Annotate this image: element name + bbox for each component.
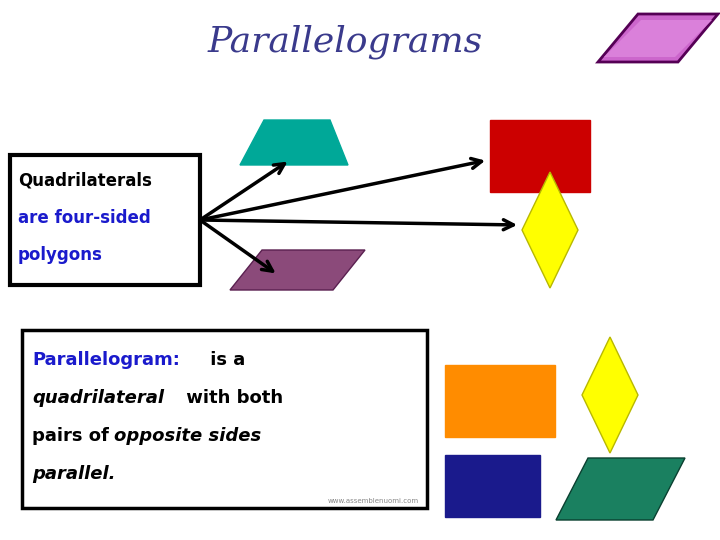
- Bar: [445, 365, 555, 437]
- Text: Parallelogram:: Parallelogram:: [32, 351, 180, 369]
- Text: opposite sides: opposite sides: [114, 427, 261, 445]
- Polygon shape: [598, 14, 718, 62]
- Text: are four-sided: are four-sided: [18, 209, 150, 227]
- Bar: [490, 120, 590, 192]
- Text: parallel.: parallel.: [32, 465, 115, 483]
- Polygon shape: [230, 250, 365, 290]
- Polygon shape: [240, 120, 348, 165]
- Polygon shape: [556, 458, 685, 520]
- Polygon shape: [604, 20, 712, 57]
- Text: www.assemblenuomi.com: www.assemblenuomi.com: [328, 498, 419, 504]
- Text: quadrilateral: quadrilateral: [32, 389, 164, 407]
- Text: pairs of: pairs of: [32, 427, 115, 445]
- Text: is a: is a: [204, 351, 246, 369]
- FancyBboxPatch shape: [22, 330, 427, 508]
- Bar: [445, 455, 540, 517]
- Polygon shape: [582, 337, 638, 453]
- Text: Parallelograms: Parallelograms: [207, 25, 482, 59]
- Text: polygons: polygons: [18, 246, 103, 264]
- Text: with both: with both: [180, 389, 283, 407]
- FancyBboxPatch shape: [10, 155, 200, 285]
- Text: Quadrilaterals: Quadrilaterals: [18, 172, 152, 190]
- Polygon shape: [522, 172, 578, 288]
